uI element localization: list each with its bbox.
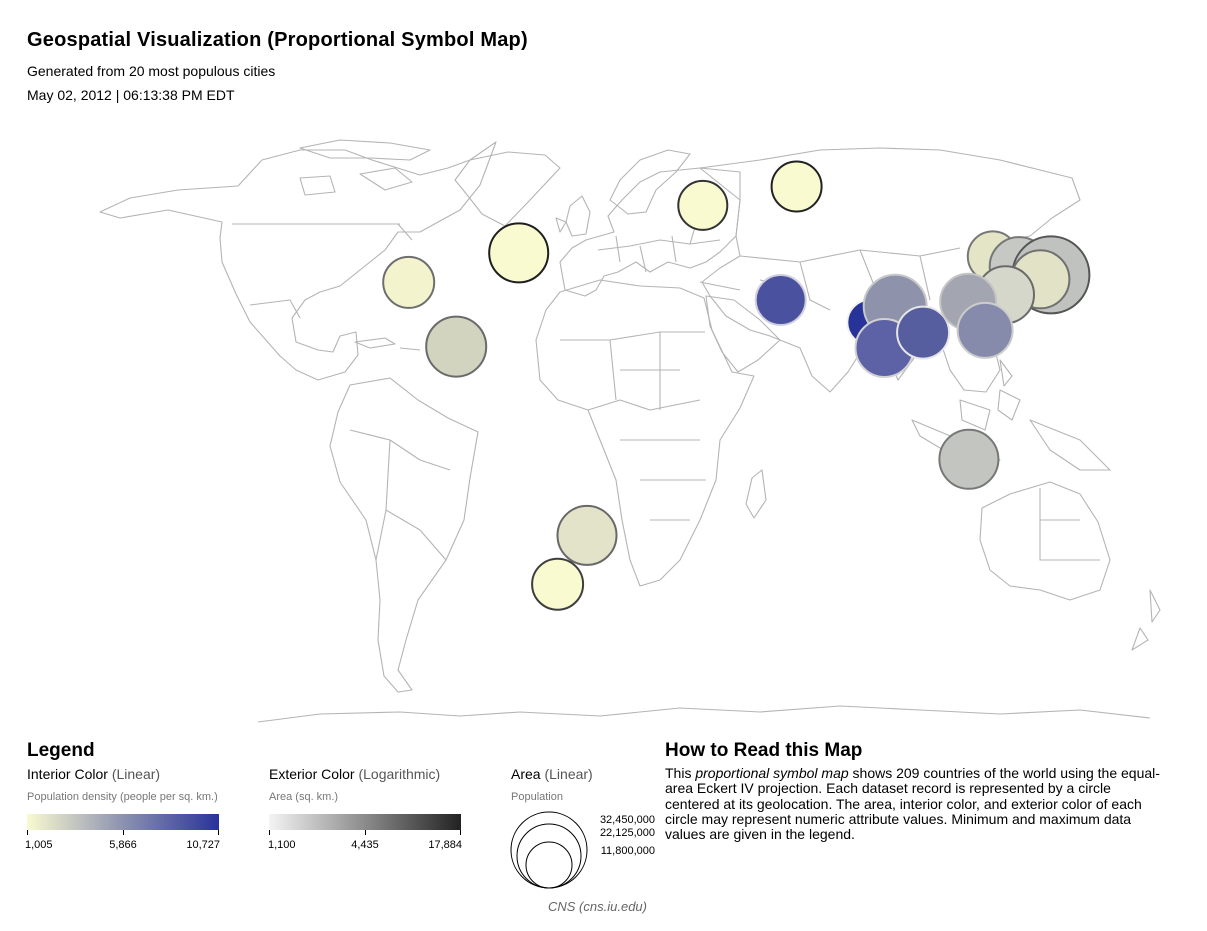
australia-borders [1039, 488, 1100, 561]
city-symbol-sao-paulo [556, 504, 618, 566]
credit: CNS (cns.iu.edu) [548, 899, 647, 914]
exterior-color-heading: Exterior Color (Logarithmic) [269, 766, 440, 782]
greenland-outline [454, 151, 561, 227]
exterior-tick-label-max: 17,884 [428, 839, 462, 851]
city-symbol-los-angeles [382, 255, 436, 309]
exterior-tick-max [460, 830, 461, 835]
city-symbol-jakarta [938, 428, 1000, 490]
size-label-mid: 22,125,000 [600, 827, 655, 839]
city-symbol-new-york [488, 222, 550, 284]
city-symbols [382, 160, 1091, 611]
interior-tick-min [27, 830, 28, 835]
madagascar-outline [745, 469, 767, 519]
size-legend: 32,450,000 22,125,000 11,800,000 [510, 811, 655, 889]
africa-borders [560, 331, 706, 521]
howto-title: How to Read this Map [665, 740, 863, 761]
country-outlines [99, 139, 1161, 723]
size-circle-mid [516, 823, 582, 889]
interior-color-label: Interior Color [27, 766, 108, 782]
interior-tick-max [218, 830, 219, 835]
exterior-tick-label-mid: 4,435 [351, 839, 379, 851]
size-circle-max [510, 811, 588, 889]
scandinavia-outline [609, 149, 691, 215]
interior-color-attribute: Population density (people per sq. km.) [27, 791, 218, 803]
city-symbol-kolkata [896, 305, 951, 360]
city-symbol-moscow [770, 160, 823, 213]
city-symbol-guangzhou [956, 301, 1014, 359]
size-scale: (Linear) [544, 766, 593, 782]
city-symbol-buenos-aires [531, 557, 585, 611]
howto-text-emphasis: proportional symbol map [695, 765, 849, 781]
page-subtitle: Generated from 20 most populous cities [27, 63, 276, 79]
size-attribute: Population [511, 791, 563, 803]
us-canada-border [232, 223, 413, 241]
interior-color-gradient [27, 814, 219, 830]
interior-tick-label-min: 1,005 [25, 839, 53, 851]
world-map [99, 139, 1161, 723]
exterior-color-scale: (Logarithmic) [358, 766, 441, 782]
city-symbol-cairo [754, 274, 807, 326]
antarctica-outline [257, 705, 1151, 723]
generated-timestamp: May 02, 2012 | 06:13:38 PM EDT [27, 87, 235, 103]
south-america-borders [349, 429, 451, 561]
south-america-outline [329, 377, 479, 693]
size-heading: Area (Linear) [511, 766, 593, 782]
canada-arctic-islands [299, 139, 431, 196]
interior-tick-mid [123, 830, 124, 835]
howto-text-before: This [665, 765, 696, 781]
australia-outline [979, 481, 1111, 601]
interior-color-heading: Interior Color (Linear) [27, 766, 160, 782]
size-label-min: 11,800,000 [601, 845, 655, 857]
legend-title: Legend [27, 740, 95, 761]
exterior-color-attribute: Area (sq. km.) [269, 791, 339, 803]
exterior-color-label: Exterior Color [269, 766, 355, 782]
interior-color-scale: (Linear) [111, 766, 161, 782]
britain-outline [555, 195, 591, 237]
city-symbol-london [677, 179, 729, 231]
howto-text-after: shows 209 countries of the world using t… [665, 765, 1160, 843]
africa-outline [535, 279, 755, 587]
page-title: Geospatial Visualization (Proportional S… [27, 29, 528, 51]
asia-outline [699, 147, 1081, 393]
size-circle-min [525, 841, 573, 889]
exterior-tick-label-min: 1,100 [268, 839, 296, 851]
howto-text: This proportional symbol map shows 209 c… [665, 765, 1165, 843]
exterior-tick-min [269, 830, 270, 835]
interior-tick-label-max: 10,727 [186, 839, 220, 851]
size-label-max: 32,450,000 [600, 814, 655, 826]
north-america-outline [99, 141, 497, 381]
us-mexico-border [249, 299, 301, 319]
new-zealand-outline [1131, 589, 1161, 651]
europe-borders [597, 209, 721, 273]
caribbean-islands [354, 337, 421, 351]
exterior-color-gradient [269, 814, 461, 830]
size-label: Area [511, 766, 541, 782]
interior-tick-label-mid: 5,866 [109, 839, 137, 851]
city-symbol-mexico-city [425, 315, 488, 378]
exterior-tick-mid [365, 830, 366, 835]
